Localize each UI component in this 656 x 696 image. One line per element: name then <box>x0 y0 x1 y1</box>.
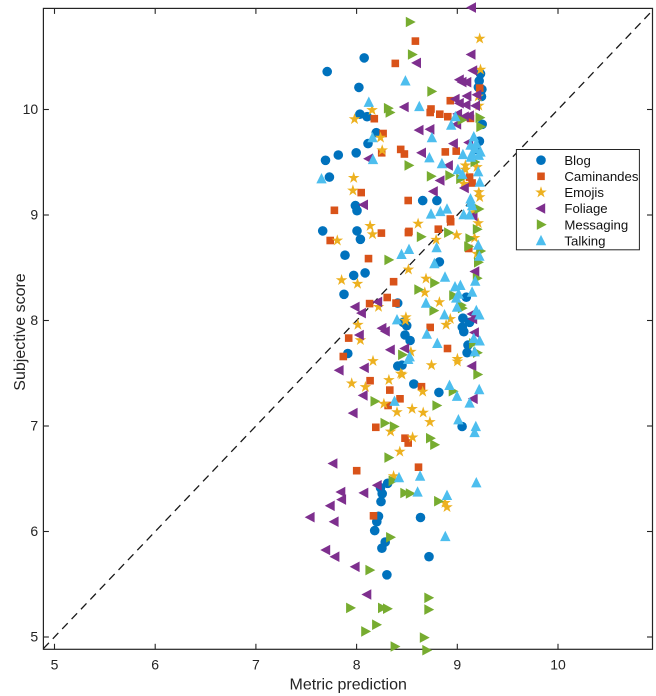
svg-text:7: 7 <box>30 417 38 433</box>
svg-text:Caminandes: Caminandes <box>564 169 638 184</box>
svg-text:9: 9 <box>30 206 38 222</box>
svg-text:6: 6 <box>151 657 159 673</box>
svg-text:Messaging: Messaging <box>564 217 628 232</box>
svg-text:10: 10 <box>550 657 566 673</box>
svg-text:6: 6 <box>30 523 38 539</box>
svg-text:5: 5 <box>30 628 38 644</box>
svg-text:Subjective score: Subjective score <box>12 273 29 390</box>
svg-text:5: 5 <box>51 657 59 673</box>
svg-text:10: 10 <box>23 101 39 117</box>
svg-text:Talking: Talking <box>564 233 605 248</box>
svg-text:Emojis: Emojis <box>564 185 604 200</box>
svg-text:Blog: Blog <box>564 153 590 168</box>
svg-text:9: 9 <box>453 657 461 673</box>
svg-text:7: 7 <box>252 657 260 673</box>
svg-text:8: 8 <box>353 657 361 673</box>
svg-text:Foliage: Foliage <box>564 201 607 216</box>
svg-text:8: 8 <box>30 312 38 328</box>
svg-text:Metric prediction: Metric prediction <box>290 677 407 694</box>
